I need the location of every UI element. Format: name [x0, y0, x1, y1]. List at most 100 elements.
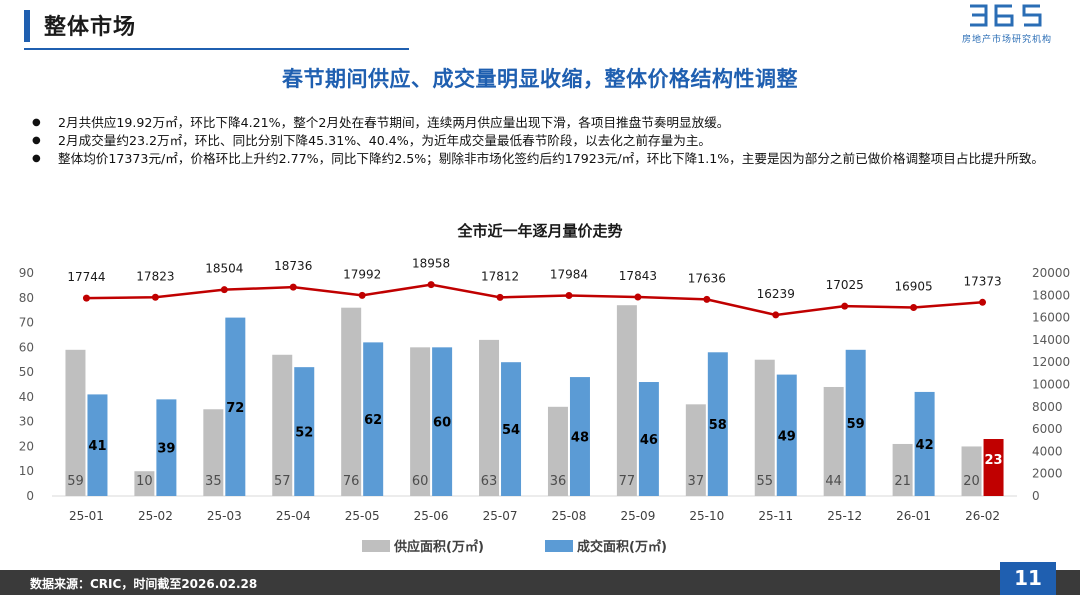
- deal-bar: [432, 347, 453, 496]
- price-point: [703, 295, 711, 303]
- supply-bar-label: 21: [894, 474, 911, 489]
- deal-bar: [87, 394, 108, 496]
- page-title: 整体市场: [44, 15, 137, 40]
- deal-bar: [638, 382, 659, 496]
- y-left-tick-label: 10: [19, 464, 34, 478]
- deal-bar-label: 54: [502, 423, 520, 438]
- price-point: [289, 283, 297, 291]
- page-number: 11: [1000, 562, 1056, 595]
- y-left-tick-label: 70: [19, 316, 34, 330]
- price-label: 17992: [343, 267, 381, 281]
- bullet-list: 2月共供应19.92万㎡，环比下降4.21%，整个2月处在春节期间，连续两月供应…: [32, 114, 1062, 168]
- price-line: [86, 283, 983, 317]
- price-point: [358, 291, 366, 299]
- supply-bar-label: 59: [67, 474, 84, 489]
- x-tick-label: 25-03: [207, 509, 242, 523]
- header-underline: [24, 48, 409, 50]
- chart-title: 全市近一年逐月量价走势: [456, 222, 622, 240]
- deal-bar: [707, 352, 728, 496]
- price-label: 18958: [412, 257, 450, 271]
- price-point: [427, 281, 435, 289]
- y-right-tick-label: 4000: [1032, 444, 1063, 458]
- y-left-tick-label: 50: [19, 365, 34, 379]
- supply-bar: [547, 406, 568, 496]
- price-label: 17812: [481, 269, 519, 283]
- deal-bar-label: 58: [709, 418, 727, 433]
- x-tick-label: 25-04: [276, 509, 311, 523]
- price-label: 17823: [136, 269, 174, 283]
- deal-bar-label: 49: [778, 429, 796, 444]
- y-left-tick-label: 60: [19, 340, 34, 354]
- supply-bar: [685, 404, 706, 496]
- price-point: [565, 291, 573, 299]
- supply-bar: [272, 354, 293, 496]
- deal-bar: [501, 362, 522, 496]
- price-label: 17636: [688, 271, 726, 285]
- y-left-tick-label: 20: [19, 439, 34, 453]
- price-label: 17373: [963, 274, 1001, 288]
- deal-bar-label: 59: [847, 417, 865, 432]
- supply-bar-label: 44: [825, 474, 842, 489]
- y-right-tick-label: 16000: [1032, 311, 1070, 325]
- price-point: [634, 293, 642, 301]
- price-label: 16239: [757, 287, 795, 301]
- x-tick-label: 25-08: [552, 509, 587, 523]
- data-source: 数据来源：CRIC，时间截至2026.02.28: [30, 577, 258, 591]
- deal-bar-label: 42: [916, 438, 934, 453]
- y-right-tick-label: 18000: [1032, 288, 1070, 302]
- supply-bar: [616, 305, 637, 496]
- supply-bar-label: 60: [412, 474, 429, 489]
- supply-bar: [823, 386, 844, 496]
- x-tick-label: 25-02: [138, 509, 173, 523]
- price-point: [979, 298, 987, 306]
- y-right-tick-label: 12000: [1032, 355, 1070, 369]
- headline: 春节期间供应、成交量明显收缩，整体价格结构性调整: [282, 67, 798, 91]
- y-right-tick-label: 20000: [1032, 266, 1070, 280]
- deal-bar: [294, 367, 315, 496]
- deal-bar-label: 41: [88, 439, 106, 454]
- brand-logo: 房地产市场研究机构: [952, 2, 1062, 46]
- bullet-item-supply: 2月共供应19.92万㎡，环比下降4.21%，整个2月处在春节期间，连续两月供应…: [32, 114, 1062, 132]
- y-right-tick-label: 0: [1032, 489, 1040, 503]
- price-label: 17744: [67, 270, 105, 284]
- supply-bar-label: 10: [136, 474, 153, 489]
- supply-bar-label: 35: [205, 474, 222, 489]
- deal-bar-label: 60: [433, 416, 451, 431]
- deal-bar: [363, 342, 384, 496]
- supply-bar: [479, 339, 500, 496]
- legend-label-supply: 供应面积(万㎡): [393, 539, 484, 555]
- supply-bar-label: 36: [550, 474, 567, 489]
- x-tick-label: 25-05: [345, 509, 380, 523]
- supply-bar: [961, 446, 982, 496]
- logo-icon: [970, 4, 1042, 27]
- supply-bar: [203, 409, 224, 496]
- price-label: 16905: [895, 280, 933, 294]
- supply-bar: [892, 443, 913, 496]
- supply-bar-label: 63: [481, 474, 498, 489]
- deal-bar-label: 72: [226, 401, 244, 416]
- deal-bar-label: 62: [364, 413, 382, 428]
- y-right-tick-label: 8000: [1032, 400, 1063, 414]
- deal-bar-label: 23: [984, 453, 1002, 468]
- x-tick-label: 25-01: [69, 509, 104, 523]
- price-point: [220, 286, 228, 294]
- header-accent: [24, 10, 30, 42]
- supply-bar: [410, 347, 431, 496]
- deal-bar-label: 46: [640, 433, 658, 448]
- x-tick-label: 26-02: [965, 509, 1000, 523]
- deal-bar: [156, 399, 177, 496]
- y-left-tick-label: 80: [19, 291, 34, 305]
- supply-bar: [65, 349, 86, 496]
- logo-text: 房地产市场研究机构: [961, 35, 1052, 45]
- deal-bar: [225, 317, 246, 496]
- header-bar: 整体市场 房地产市场研究机构: [0, 0, 1080, 50]
- deal-bar: [569, 377, 590, 496]
- bullet-item-transaction: 2月成交量约23.2万㎡，环比、同比分别下降45.31%、40.4%，为近年成交…: [32, 132, 1062, 150]
- supply-bar-label: 20: [963, 474, 980, 489]
- supply-bar-label: 37: [688, 474, 705, 489]
- supply-bar: [341, 307, 362, 496]
- x-tick-label: 26-01: [896, 509, 931, 523]
- y-right-tick-label: 10000: [1032, 378, 1070, 392]
- deal-bar: [914, 391, 935, 496]
- x-tick-label: 25-12: [827, 509, 862, 523]
